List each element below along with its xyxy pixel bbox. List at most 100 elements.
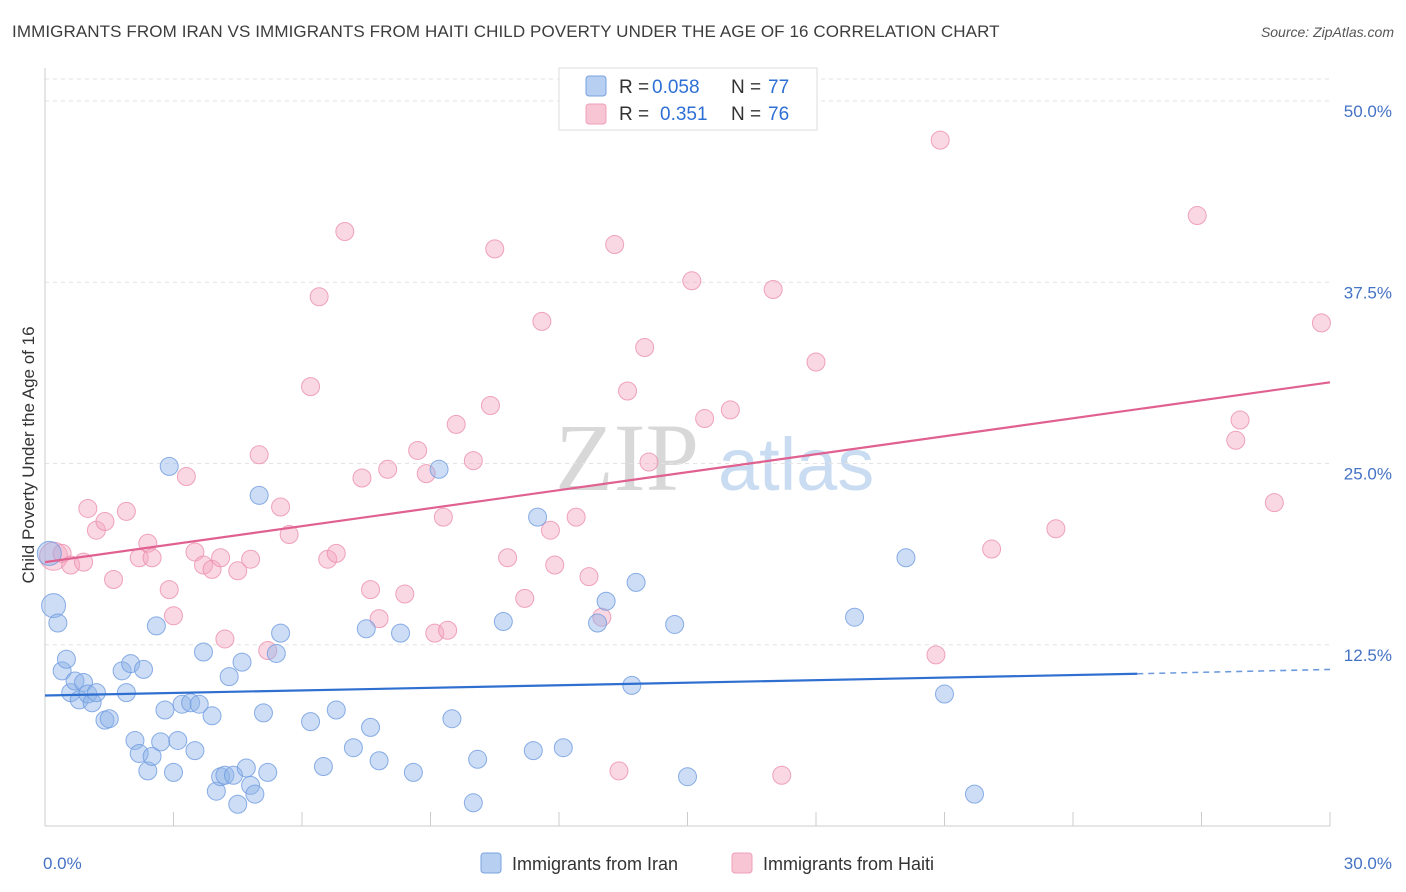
- haiti-point: [378, 459, 398, 479]
- series-haiti-points: [39, 130, 1331, 785]
- iran-point: [626, 572, 646, 592]
- legend-swatch-haiti: [585, 103, 607, 125]
- haiti-point: [211, 548, 231, 568]
- haiti-point: [95, 512, 115, 531]
- haiti-point: [425, 623, 445, 643]
- haiti-point: [540, 520, 560, 540]
- haiti-point: [609, 761, 629, 781]
- iran-point: [164, 762, 183, 782]
- haiti-point: [61, 555, 81, 575]
- iran-point: [403, 762, 423, 782]
- haiti-point: [480, 396, 500, 415]
- haiti-point: [566, 507, 586, 527]
- iran-point: [142, 746, 162, 766]
- iran-point: [266, 643, 286, 663]
- iran-point: [86, 683, 106, 703]
- y-axis-label: Child Poverty Under the Age of 16: [19, 326, 38, 583]
- x-tick-labels: 0.0% 30.0%: [43, 854, 1392, 873]
- haiti-point: [982, 539, 1002, 559]
- y-tick-labels: 12.5% 25.0% 37.5% 50.0%: [1344, 102, 1392, 665]
- iran-point: [168, 730, 188, 750]
- haiti-point: [763, 280, 783, 299]
- iran-point: [116, 683, 136, 703]
- legend-n-value-haiti: 76: [768, 104, 789, 125]
- haiti-point: [249, 445, 269, 465]
- legend-r-value-iran: 0.058: [652, 77, 700, 98]
- haiti-point: [1226, 430, 1246, 450]
- haiti-point: [433, 507, 453, 527]
- iran-point: [391, 623, 411, 643]
- haiti-point: [515, 588, 535, 608]
- haiti-point: [806, 352, 826, 372]
- iran-point: [361, 717, 381, 737]
- haiti-point: [361, 580, 381, 600]
- iran-point: [313, 757, 333, 777]
- haiti-point: [463, 451, 483, 471]
- iran-point: [553, 738, 573, 758]
- iran-point: [48, 613, 68, 633]
- haiti-point: [159, 580, 179, 600]
- iran-point: [74, 672, 94, 692]
- iran-point: [588, 613, 608, 633]
- haiti-point: [193, 555, 213, 575]
- iran-trend-line: [44, 672, 1138, 697]
- legend: R = 0.058 N = 77 R = 0.351 N = 76: [558, 67, 818, 131]
- iran-point: [219, 667, 239, 687]
- haiti-point: [326, 543, 346, 563]
- haiti-point: [416, 464, 436, 484]
- axes: [44, 68, 1331, 827]
- haiti-point: [1230, 410, 1250, 430]
- haiti-point: [78, 498, 98, 518]
- haiti-point: [176, 467, 196, 487]
- legend-n-label-iran: N =: [731, 77, 761, 98]
- y-tick-label: 37.5%: [1344, 283, 1392, 302]
- trend-lines: [44, 381, 1331, 697]
- series-iran-points: [36, 456, 984, 814]
- bottom-legend: Immigrants from Iran Immigrants from Hai…: [480, 852, 934, 874]
- haiti-point: [682, 271, 702, 291]
- y-tick-label: 50.0%: [1344, 102, 1392, 121]
- legend-r-label-iran: R =: [619, 77, 649, 98]
- iran-point: [528, 507, 548, 527]
- iran-point: [326, 700, 346, 720]
- iran-point: [138, 761, 158, 781]
- iran-point: [206, 781, 226, 801]
- x-tick-label: 0.0%: [43, 854, 82, 873]
- iran-point: [429, 459, 449, 479]
- iran-point: [129, 744, 149, 763]
- legend-n-value-iran: 77: [768, 77, 789, 98]
- iran-point: [236, 758, 256, 778]
- source-label: Source: ZipAtlas.com: [1260, 24, 1394, 40]
- iran-point: [896, 548, 916, 568]
- iran-point: [253, 703, 273, 723]
- haiti-point: [279, 525, 299, 545]
- iran-trend-extension: [1137, 668, 1331, 675]
- iran-point: [468, 749, 488, 769]
- iran-point: [964, 784, 984, 804]
- iran-point: [245, 784, 265, 804]
- haiti-point: [545, 555, 565, 575]
- haiti-point: [485, 239, 505, 259]
- y-tick-label: 12.5%: [1344, 646, 1392, 665]
- haiti-point: [408, 440, 428, 460]
- iran-point: [121, 654, 141, 674]
- haiti-point: [635, 338, 655, 357]
- legend-n-label-haiti: N =: [731, 104, 761, 125]
- haiti-point: [241, 549, 261, 569]
- haiti-point: [142, 548, 162, 568]
- iran-point: [271, 623, 291, 643]
- haiti-point: [498, 548, 518, 568]
- iran-point: [249, 485, 269, 505]
- iran-point: [52, 661, 72, 681]
- haiti-point: [309, 287, 329, 307]
- haiti-point: [228, 561, 248, 581]
- iran-point: [159, 456, 179, 476]
- iran-point: [596, 591, 616, 611]
- y-tick-label: 25.0%: [1344, 465, 1392, 484]
- iran-point: [442, 709, 462, 729]
- iran-point: [155, 700, 175, 720]
- iran-point: [356, 619, 376, 639]
- chart-title: IMMIGRANTS FROM IRAN VS IMMIGRANTS FROM …: [12, 22, 1000, 41]
- iran-point: [56, 649, 76, 669]
